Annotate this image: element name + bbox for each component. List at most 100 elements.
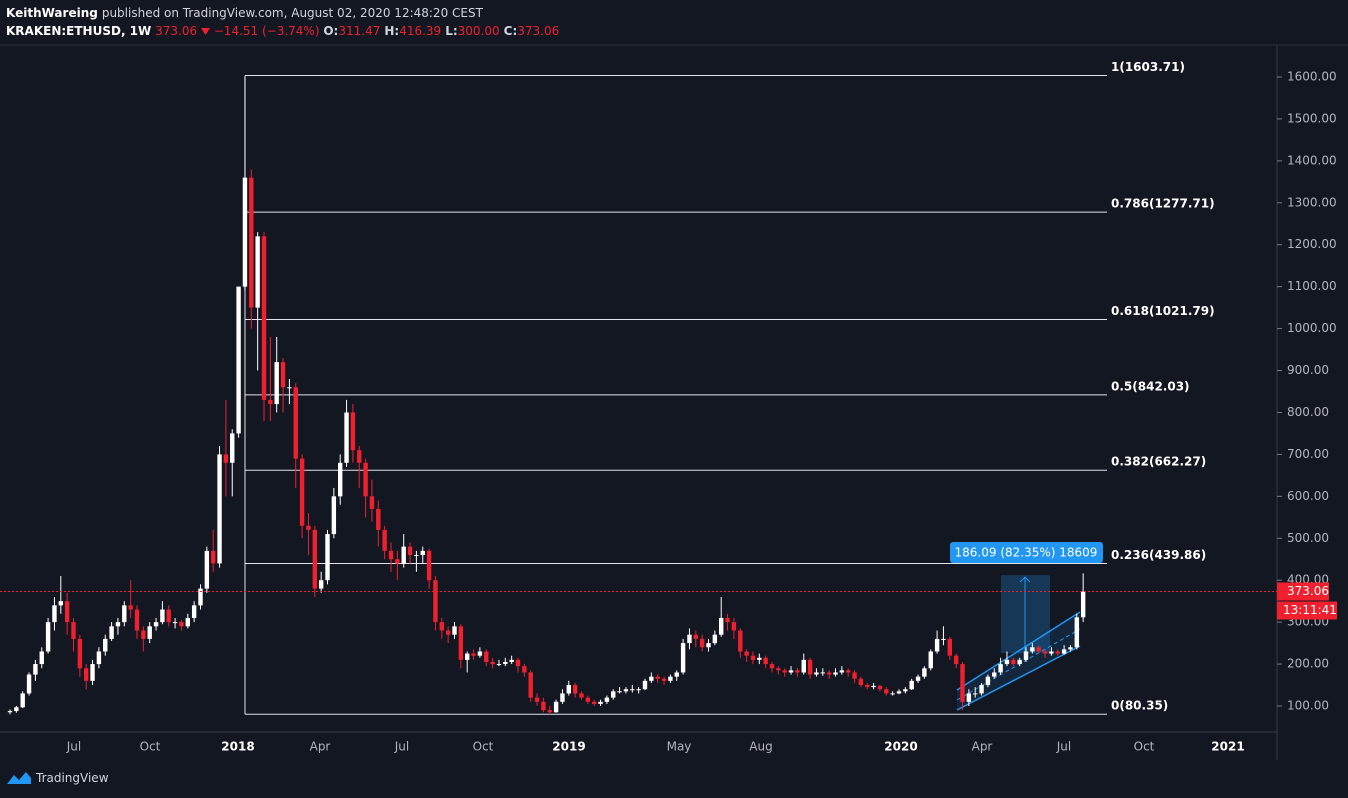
candle-body [230, 433, 235, 463]
candle-body [655, 676, 660, 679]
candle-body [268, 399, 273, 405]
x-tick-label: 2020 [884, 740, 917, 754]
candle-body [630, 689, 635, 691]
fib-label: 0.236(439.86) [1111, 548, 1206, 562]
x-tick-label: Apr [972, 740, 993, 754]
change: −14.51 (−3.74%) [213, 24, 320, 38]
candle-body [1011, 659, 1016, 665]
candle-body [814, 672, 819, 675]
candle-body [604, 697, 610, 702]
candle-body [217, 454, 222, 564]
x-tick-label: Jul [66, 740, 81, 754]
candle-body [598, 701, 603, 704]
candle-body [382, 529, 387, 551]
candle-body [1061, 649, 1067, 654]
candle-body [191, 605, 197, 618]
candle-body [896, 691, 902, 694]
header: KeithWareing published on TradingView.com… [6, 4, 559, 40]
candle-body [452, 626, 457, 635]
candles [7, 76, 1086, 715]
x-tick-label: 2019 [552, 740, 585, 754]
measure-label-box [950, 542, 1103, 563]
candle-body [64, 601, 70, 623]
y-tick-label: 100.00 [1287, 699, 1329, 713]
candle-body [1017, 659, 1022, 665]
candle-body [7, 711, 13, 713]
candle-body [255, 236, 260, 308]
candle-body [90, 664, 95, 681]
fib-label: 0.618(1021.79) [1111, 304, 1215, 318]
y-tick-label: 1400.00 [1287, 153, 1337, 167]
candle-body [1074, 617, 1079, 648]
last: 373.06 [155, 24, 198, 38]
candle-body [846, 670, 851, 673]
candle-body [782, 670, 787, 673]
candle-body [128, 605, 133, 610]
symbol: KRAKEN:ETHUSD, 1W [6, 24, 152, 38]
countdown: 13:11:41 [1283, 603, 1337, 617]
candle-body [738, 630, 743, 652]
candle-body [763, 657, 768, 665]
candle-body [744, 651, 749, 656]
y-tick-label: 700.00 [1287, 447, 1329, 461]
quote-line: KRAKEN:ETHUSD, 1W 373.06 −14.51 (−3.74%)… [6, 22, 559, 40]
candle-body [731, 622, 737, 631]
ohlc-key: C: [503, 24, 518, 38]
candle-body [344, 412, 349, 463]
candle-body [395, 559, 400, 564]
candle-body [839, 670, 845, 673]
candle-body [39, 651, 44, 665]
candle-body [528, 672, 533, 698]
candle-body [1042, 651, 1048, 654]
measure-arrow-head [1019, 576, 1031, 583]
candle-body [960, 664, 965, 702]
y-tick-label: 800.00 [1287, 405, 1329, 419]
x-tick-label: Jul [394, 740, 409, 754]
candle-body [77, 638, 83, 669]
candle-body [1055, 651, 1060, 654]
y-tick-label: 1000.00 [1287, 321, 1337, 335]
candle-body [306, 525, 311, 530]
ohlc-value: 300.00 [457, 24, 500, 38]
candle-body [26, 674, 32, 694]
author[interactable]: KeithWareing [6, 6, 98, 20]
candle-body [757, 657, 762, 660]
candle-body [166, 609, 171, 623]
candle-body [592, 701, 597, 704]
candle-body [198, 588, 203, 606]
candle-body [649, 676, 654, 681]
candle-body [725, 617, 730, 623]
candle-body [103, 638, 108, 652]
x-tick-label: Aug [749, 740, 772, 754]
ohlc-key: O: [323, 24, 339, 38]
down-arrow [200, 28, 210, 35]
candle-body [211, 550, 216, 564]
candle-body [801, 659, 806, 673]
brand[interactable]: TradingView [36, 771, 109, 785]
candle-body [852, 672, 857, 679]
candle-body [369, 496, 375, 509]
candle-body [293, 387, 298, 459]
y-tick-label: 900.00 [1287, 363, 1329, 377]
candle-body [280, 362, 286, 388]
candle-body [992, 672, 997, 677]
candle-body [338, 462, 343, 497]
candle-body [236, 286, 241, 434]
candle-body [934, 638, 940, 652]
candle-body [141, 630, 146, 639]
measure-label: 186.09 (82.35%) 18609 [955, 546, 1098, 560]
candle-body [325, 534, 330, 581]
candle-body [414, 555, 419, 557]
candle-body [287, 387, 292, 389]
candle-body [922, 668, 927, 677]
candle-body [566, 685, 571, 694]
candle-body [1036, 647, 1041, 652]
candle-body [185, 617, 190, 627]
candle-body [674, 672, 679, 677]
candle-body [1080, 591, 1086, 618]
candle-body [1004, 659, 1010, 665]
countdown-box [1277, 601, 1337, 620]
candle-body [363, 462, 368, 497]
candle-body [871, 685, 876, 688]
candle-body [496, 664, 502, 666]
